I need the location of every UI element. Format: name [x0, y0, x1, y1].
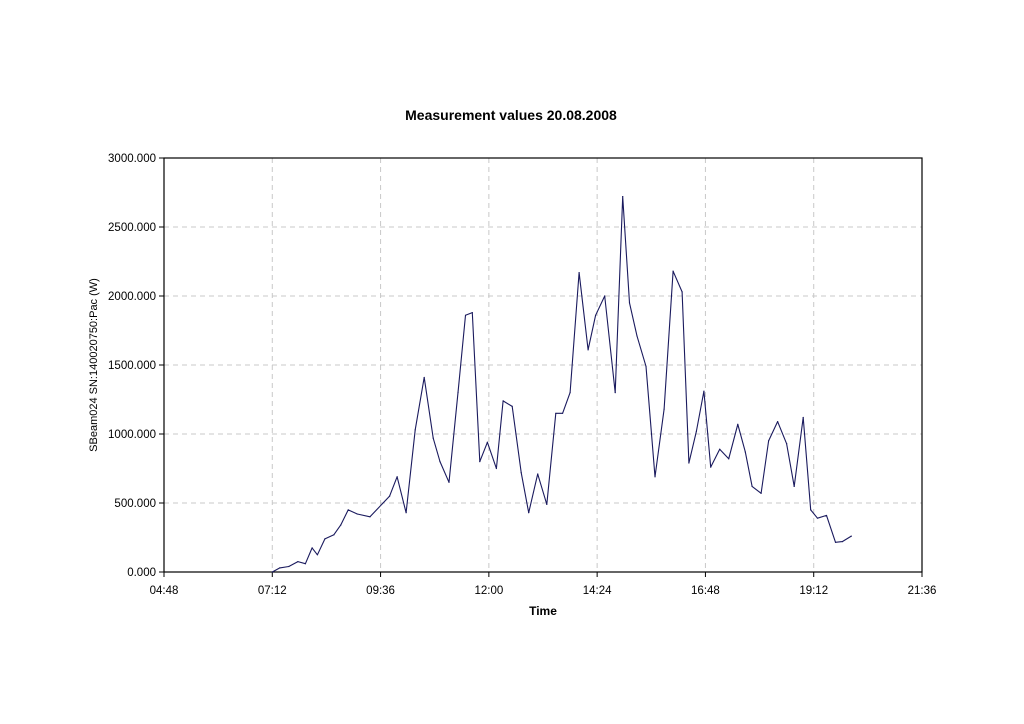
data-point: [333, 534, 335, 536]
data-point: [414, 429, 416, 431]
data-point: [810, 509, 812, 511]
data-point: [405, 512, 407, 514]
data-point: [457, 392, 459, 394]
x-tick-label: 12:00: [474, 585, 503, 597]
data-point: [578, 271, 580, 274]
data-point: [439, 461, 441, 463]
x-tick-label: 07:12: [258, 585, 287, 597]
data-point: [663, 408, 665, 410]
chart-title: Measurement values 20.08.2008: [405, 107, 617, 123]
y-tick-label: 1000.000: [108, 429, 156, 441]
data-point: [816, 517, 819, 519]
data-point: [279, 567, 281, 569]
data-point: [316, 554, 319, 556]
data-point: [719, 448, 721, 450]
data-point: [645, 365, 647, 367]
data-point: [448, 481, 450, 483]
x-tick-label: 04:48: [150, 585, 179, 597]
data-point: [569, 392, 571, 394]
x-tick-label: 09:36: [366, 585, 395, 597]
data-point: [511, 405, 513, 407]
data-point: [614, 392, 616, 394]
data-point: [681, 291, 683, 293]
y-tick-label: 3000.000: [108, 153, 156, 165]
data-point: [604, 295, 606, 297]
data-point: [587, 349, 589, 351]
data-point: [654, 476, 656, 478]
data-point: [288, 565, 290, 568]
data-point: [297, 561, 299, 563]
data-point: [786, 443, 788, 445]
data-point: [347, 509, 349, 511]
data-point: [628, 302, 631, 304]
data-point: [672, 270, 674, 272]
y-tick-label: 2500.000: [108, 222, 156, 234]
y-tick-label: 2000.000: [108, 291, 156, 303]
x-tick-label: 14:24: [583, 585, 612, 597]
data-point: [636, 335, 638, 337]
data-point: [340, 524, 342, 526]
data-point: [271, 571, 273, 573]
data-point: [464, 314, 467, 316]
data-point: [595, 314, 597, 316]
data-point: [793, 485, 795, 488]
data-point: [486, 441, 488, 443]
y-tick-label: 1500.000: [108, 360, 156, 372]
data-point: [767, 440, 770, 442]
y-axis-ticks: 0.000 500.000 1000.000 1500.000 2000.000 2500…: [108, 153, 164, 579]
y-tick-label: 500.000: [114, 498, 156, 510]
data-point: [850, 535, 852, 537]
data-point: [502, 400, 504, 402]
data-point: [622, 196, 624, 198]
x-axis-label: Time: [529, 604, 557, 618]
data-point: [841, 541, 843, 543]
data-point: [396, 476, 398, 478]
data-point: [479, 461, 481, 463]
data-point: [423, 376, 425, 379]
data-point: [528, 512, 530, 514]
data-point: [311, 547, 313, 549]
data-point: [471, 311, 473, 314]
data-point: [388, 495, 391, 497]
data-point: [802, 416, 804, 419]
data-point: [546, 503, 548, 505]
data-point: [737, 423, 739, 425]
data-point: [695, 430, 698, 432]
data-point: [520, 472, 522, 474]
series-layer: [271, 196, 852, 573]
x-axis-ticks: 04:48 07:12 09:36 12:00 14:24 16:48 19:12 21:36: [150, 572, 937, 597]
data-point: [356, 513, 358, 515]
data-point: [555, 412, 557, 414]
data-point: [369, 516, 371, 518]
x-tick-label: 21:36: [908, 585, 937, 597]
data-point: [495, 467, 497, 470]
data-point: [777, 420, 779, 423]
data-point: [703, 390, 705, 392]
grid: [164, 158, 922, 572]
data-point: [751, 485, 753, 488]
x-tick-label: 19:12: [799, 585, 828, 597]
data-point: [432, 437, 434, 439]
data-point: [744, 451, 746, 453]
data-point: [728, 458, 730, 460]
y-tick-label: 0.000: [127, 567, 156, 579]
data-point: [688, 462, 690, 464]
data-point: [561, 412, 564, 414]
data-point: [710, 466, 712, 468]
series-line-0: [272, 196, 852, 573]
y-axis-label: SBeam024 SN:140020750:Pac (W): [88, 278, 100, 452]
data-point: [825, 514, 828, 517]
x-tick-label: 16:48: [691, 585, 720, 597]
data-point: [760, 492, 762, 494]
data-point: [324, 538, 326, 540]
data-point: [304, 563, 306, 565]
data-point: [537, 473, 539, 475]
data-point: [834, 541, 837, 543]
